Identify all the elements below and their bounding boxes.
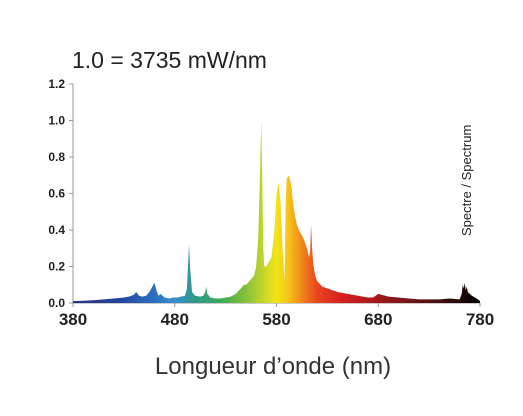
x-axis: 380 480 580 680 780 [59,302,494,329]
y-tick-label: 0.4 [48,223,65,237]
y-tick-label: 0.6 [48,187,65,201]
x-tick-label: 780 [466,310,494,329]
y-tick-label: 1.2 [48,77,65,91]
series-label: Spectre / Spectrum [459,125,474,236]
spectrum-area [73,120,480,303]
x-tick-label: 480 [161,310,189,329]
x-tick-label: 680 [364,310,392,329]
y-tick-label: 1.0 [48,114,65,128]
y-tick-label: 0.0 [48,296,65,310]
chart-title: 1.0 = 3735 mW/nm [72,47,267,73]
y-axis: 0.0 0.2 0.4 0.6 0.8 1.0 1.2 [48,77,74,310]
y-tick-label: 0.2 [48,260,65,274]
x-axis-label: Longueur d’onde (nm) [155,353,391,380]
x-tick-label: 580 [262,310,290,329]
y-tick-label: 0.8 [48,150,65,164]
x-tick-label: 380 [59,310,87,329]
